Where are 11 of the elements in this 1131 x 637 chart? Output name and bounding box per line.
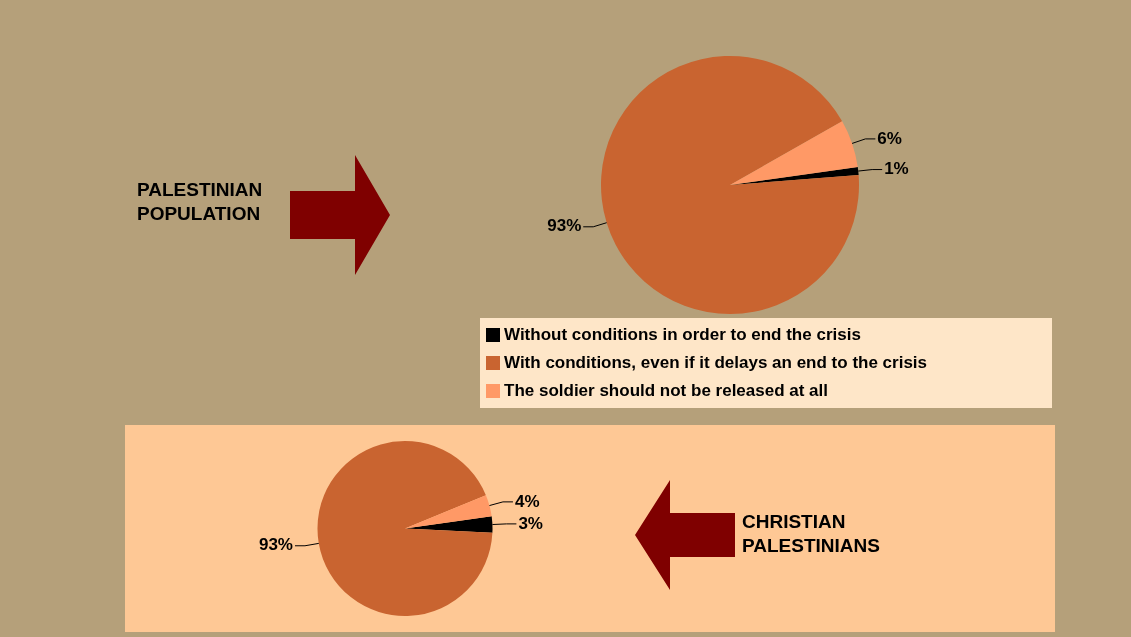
data-label: 93% (258, 535, 293, 555)
data-label: 6% (877, 128, 902, 148)
data-label: 3% (518, 513, 543, 533)
data-label: 1% (884, 159, 909, 179)
data-label: 4% (514, 491, 540, 511)
text: CHRISTIAN PALESTINIANS (742, 510, 881, 558)
legend-label: Without conditions in order to end the crisis (504, 325, 861, 345)
legend-label: The soldier should not be released at all (504, 381, 829, 401)
data-label: 93% (547, 216, 582, 236)
legend-label: With conditions, even if it delays an end to the crisis (504, 353, 928, 373)
text: PALESTINIAN POPULATION (137, 178, 264, 226)
